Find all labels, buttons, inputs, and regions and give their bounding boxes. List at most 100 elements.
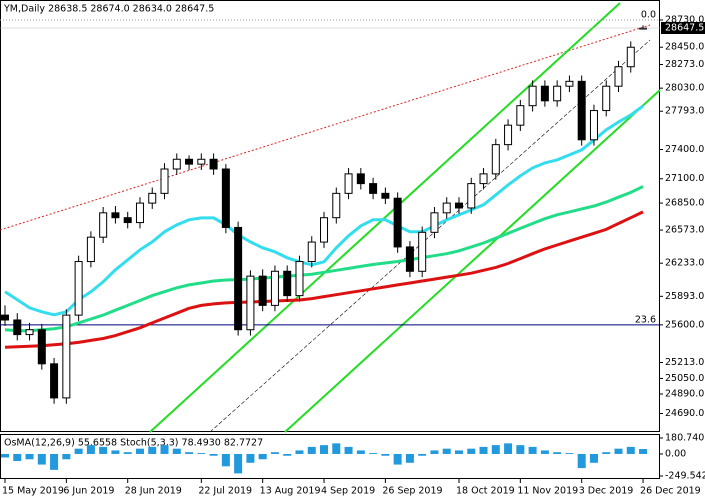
chart-title: YM,Daily 28638.5 28674.0 28634.0 28647.5 [3,4,214,15]
x-tick-label: 11 Nov 2019 [517,486,578,497]
x-tick-label: 28 Jun 2019 [125,486,182,497]
candle-body [418,231,427,272]
osma-bar [295,450,304,454]
osma-bar [589,453,598,463]
candle-body [148,192,157,204]
candle-body [234,226,243,331]
candle-body [430,212,439,233]
candle-body [491,144,500,175]
candle-body [393,197,402,248]
osma-bar [344,446,353,454]
x-tick-label: 22 Jul 2019 [198,486,252,497]
osma-bar [565,453,574,454]
y-tick-label: 26850.0 [665,198,704,209]
candle-body [454,202,463,209]
candle-body [442,202,451,214]
moving-average [4,210,644,349]
candle-body [626,46,635,68]
osma-bar [553,452,562,454]
osma-tick-label: 180.740 [665,433,704,444]
candle-body [135,202,144,224]
candle-body [111,212,120,219]
candle-body [283,270,292,297]
osma-bar [62,453,71,460]
fib-label: 0.0 [641,9,656,20]
candle-body [246,275,255,331]
y-tick-label: 28030.0 [665,83,704,94]
candle-body [332,192,341,219]
osma-bar [467,448,476,454]
osma-bar [99,446,108,454]
osma-bar [577,453,586,469]
candle-body [13,319,22,336]
y-tick-label: 24890.0 [665,389,704,400]
osma-bar [393,453,402,465]
x-tick-label: 26 Dec 2019 [640,486,701,497]
y-tick-label: 26233.0 [665,258,704,269]
osma-bar [50,453,59,470]
y-tick-label: 26573.0 [665,225,704,236]
candle-body [381,192,390,199]
osma-bar [442,448,451,454]
candle-body [516,105,525,126]
osma-bar [405,453,414,463]
osma-bar [639,449,648,454]
osma-bar [221,453,230,467]
y-tick-label: 28273.0 [665,59,704,70]
osma-bar [454,450,463,454]
osma-bar [234,453,243,474]
candle-body [99,212,108,238]
candle-body [160,168,169,194]
osma-bar [504,443,513,454]
y-tick-label: 27793.0 [665,106,704,117]
x-tick-label: 26 Sep 2019 [382,486,442,497]
osma-bar [602,452,611,454]
candle-body [221,168,230,228]
osma-bar [283,453,292,456]
osma-bar [172,448,181,454]
y-tick-label: 24690.0 [665,408,704,419]
osma-bar [381,453,390,456]
candle-body [37,329,46,365]
candle-body [405,246,414,272]
osma-bar [369,453,378,454]
osma-bar [86,445,95,454]
median-line [209,39,651,433]
osma-bar [135,448,144,454]
osma-bar [37,453,46,465]
candle-body [467,183,476,209]
moving-average [4,185,644,333]
osma-bar [197,453,206,454]
x-tick-label: 6 Jun 2019 [63,486,114,497]
candle-body [295,261,304,297]
osma-title: OsMA(12,26,9) 55.6558 Stoch(5,3,3) 78.49… [4,438,263,449]
y-tick-label: 27400.0 [665,144,704,155]
candle-body [369,183,378,194]
candle-body [589,110,598,141]
osma-tick-label: -249.542 [665,471,705,482]
osma-bar [13,453,22,462]
last-price-box [661,22,705,35]
candle-body [553,85,562,102]
osma-bar [307,446,316,454]
candle-body [540,85,549,102]
candle-body [602,85,611,112]
y-tick-label: 27100.0 [665,173,704,184]
moving-average [4,104,644,317]
y-tick-label: 28450.0 [665,42,704,53]
candle-body [344,173,353,194]
osma-bar [479,446,488,454]
candle-body [123,217,132,224]
candle-body [528,85,537,107]
x-tick-label: 15 May 2019 [2,486,64,497]
osma-bar [270,452,279,454]
x-tick-label: 18 Oct 2019 [456,486,515,497]
candle-body [577,80,586,141]
x-tick-label: 4 Sep 2019 [321,486,375,497]
candle-body [307,241,316,263]
candle-body [62,314,71,399]
osma-bar [25,453,34,460]
y-tick-label: 25893.0 [665,291,704,302]
candle-body [565,80,574,87]
